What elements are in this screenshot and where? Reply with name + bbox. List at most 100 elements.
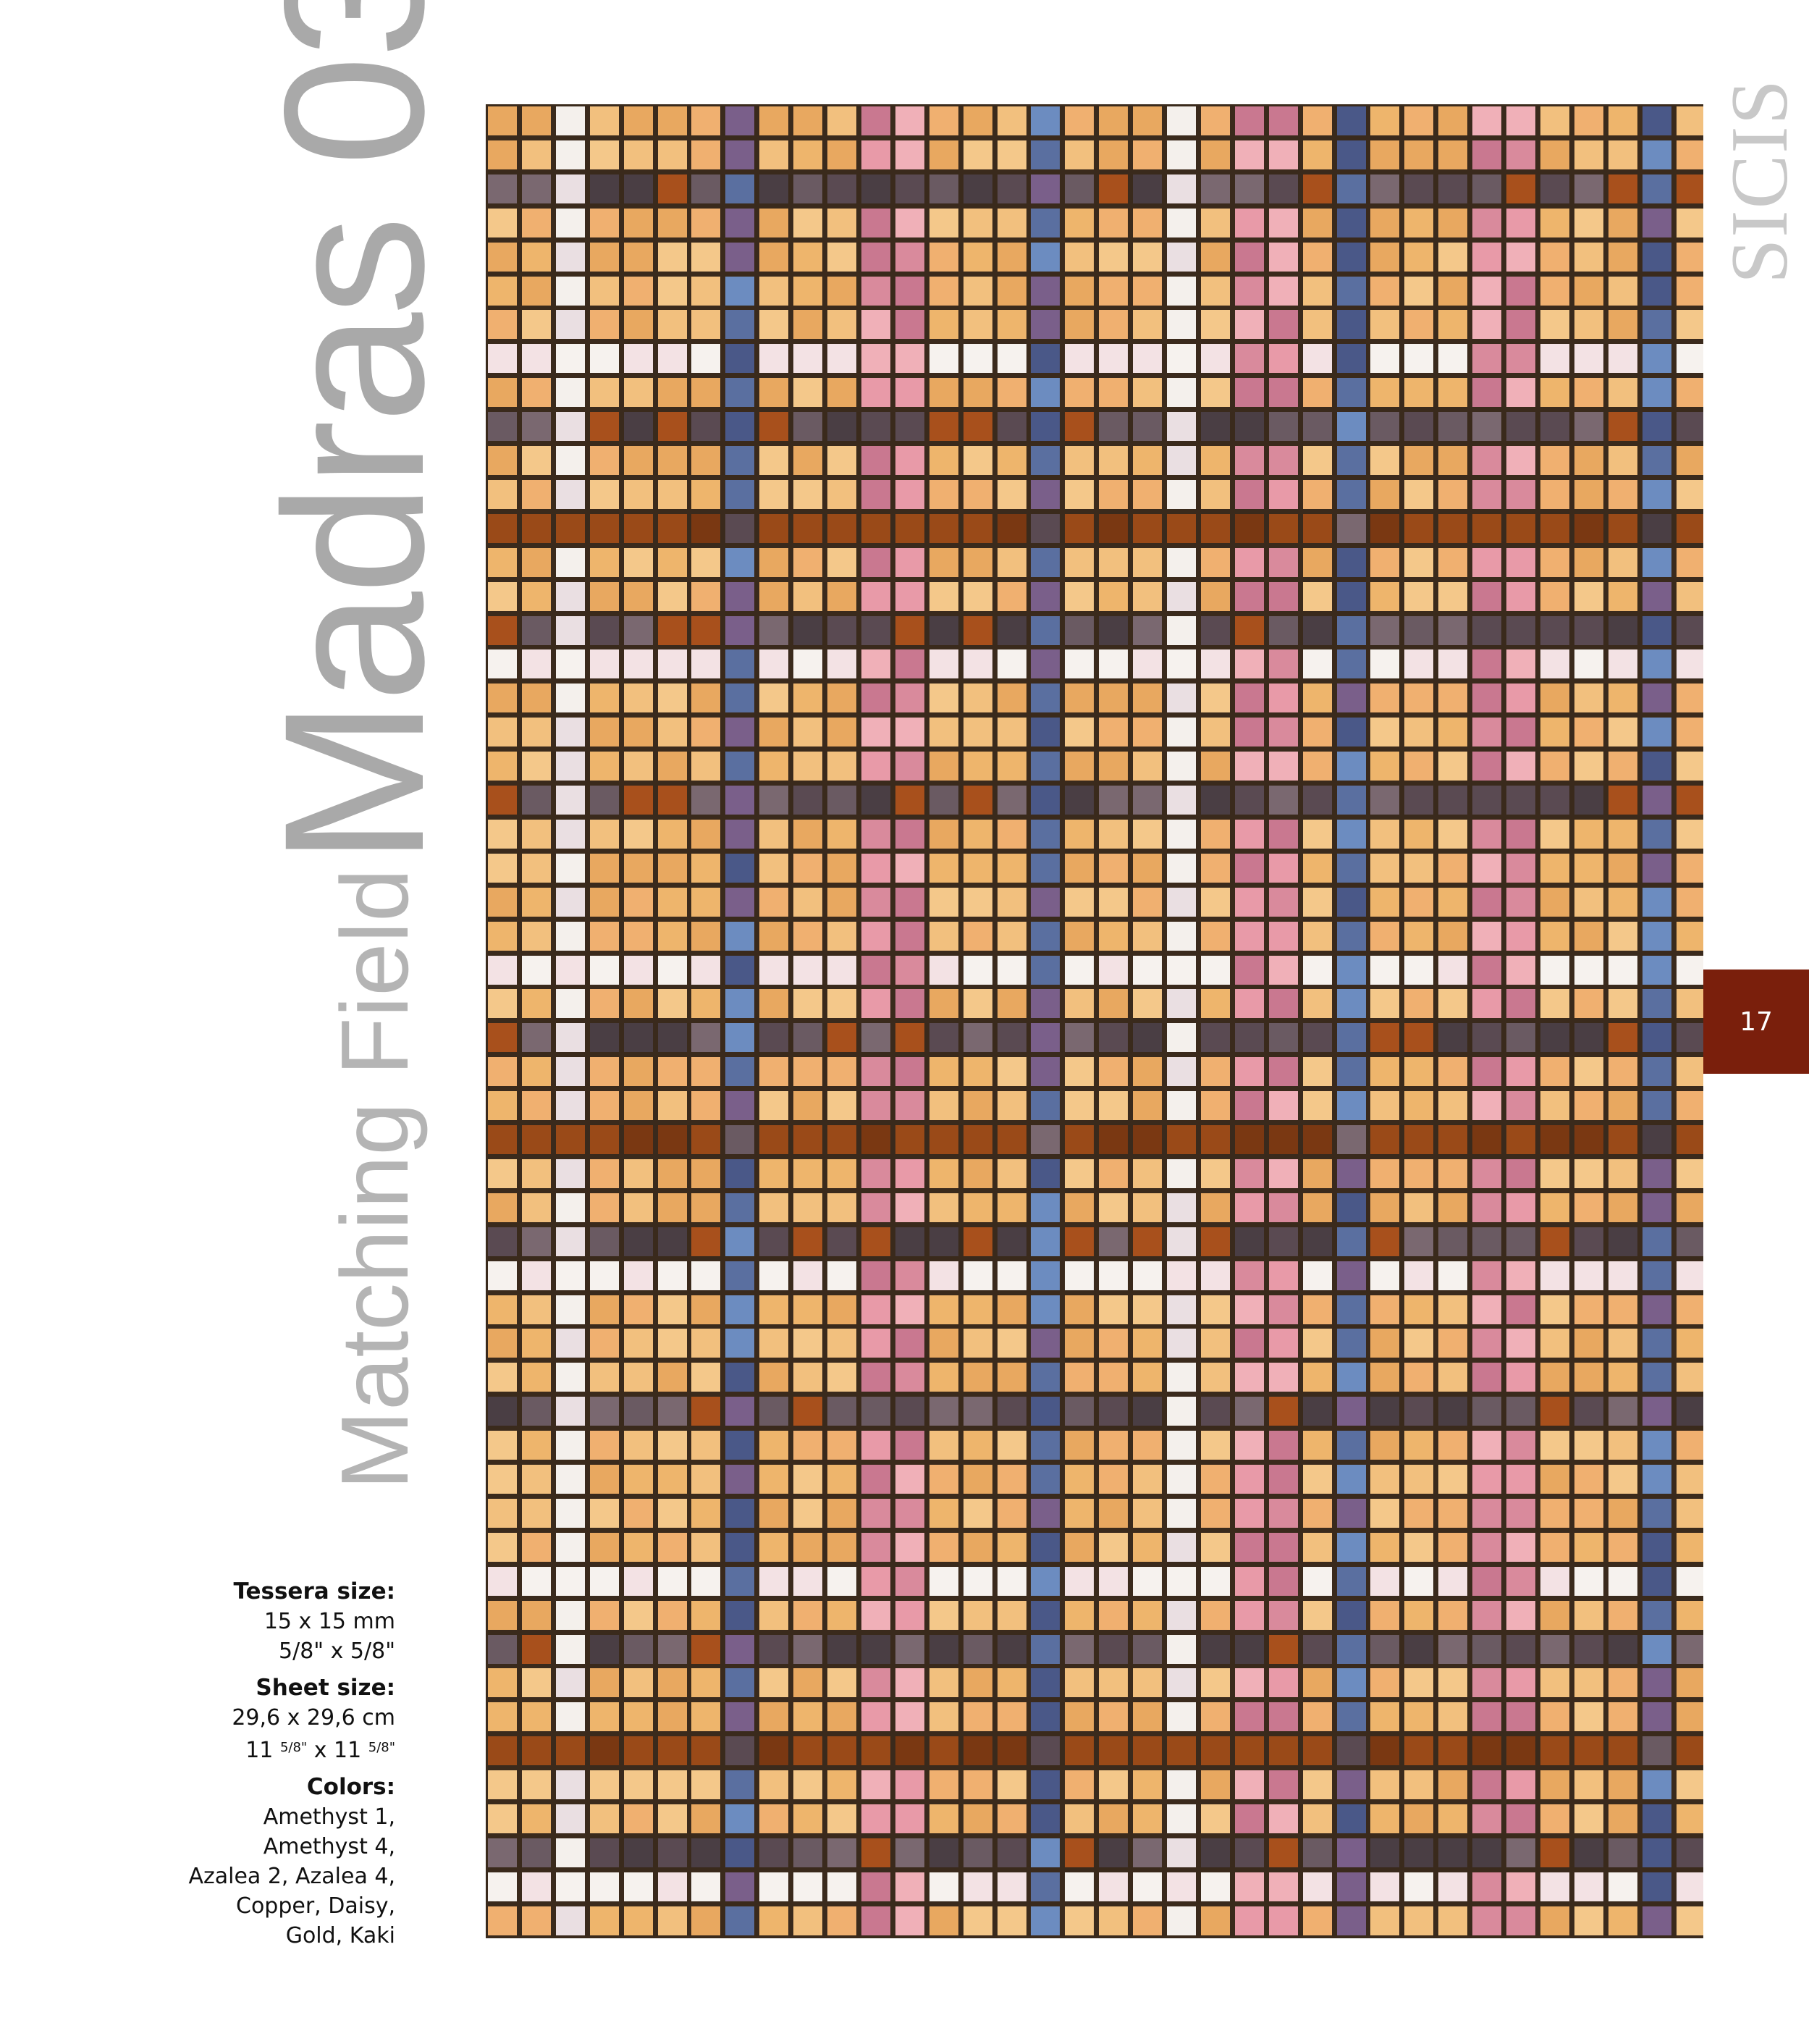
- mosaic-tessera: [1336, 684, 1366, 713]
- mosaic-tessera: [521, 174, 551, 203]
- mosaic-tessera: [1438, 1023, 1468, 1053]
- mosaic-tessera: [1438, 1329, 1468, 1358]
- mosaic-tessera: [1302, 1227, 1332, 1256]
- mosaic-tessera: [1370, 1465, 1400, 1494]
- mosaic-tessera: [1642, 955, 1671, 985]
- mosaic-tessera: [623, 1057, 653, 1087]
- mosaic-tessera: [1574, 921, 1603, 951]
- mosaic-tessera: [1676, 1158, 1703, 1188]
- mosaic-tessera: [1438, 1158, 1468, 1188]
- mosaic-tessera: [657, 1363, 687, 1392]
- mosaic-tessera: [1608, 174, 1637, 203]
- page-number-tab: 17: [1703, 970, 1809, 1074]
- mosaic-tessera: [691, 1838, 721, 1867]
- mosaic-tessera: [1336, 989, 1366, 1019]
- mosaic-tessera: [963, 1397, 992, 1426]
- mosaic-tessera: [861, 1838, 890, 1867]
- mosaic-tessera: [691, 174, 721, 203]
- mosaic-tessera: [997, 752, 1026, 781]
- mosaic-tessera: [1268, 1158, 1298, 1188]
- mosaic-tessera: [1234, 1023, 1264, 1053]
- mosaic-tessera: [1506, 1838, 1535, 1867]
- mosaic-tessera: [1167, 955, 1196, 985]
- mosaic-tessera: [555, 412, 585, 442]
- mosaic-tessera: [1608, 378, 1637, 408]
- mosaic-tessera: [1099, 1872, 1129, 1901]
- mosaic-tessera: [963, 412, 992, 442]
- mosaic-tessera: [1472, 547, 1502, 577]
- mosaic-tessera: [963, 989, 992, 1019]
- mosaic-tessera: [1099, 1261, 1129, 1290]
- mosaic-tessera: [657, 1702, 687, 1732]
- colors-line: Amethyst 1,: [263, 1804, 395, 1830]
- mosaic-tessera: [657, 1329, 687, 1358]
- mosaic-tessera: [1642, 479, 1671, 509]
- mosaic-tessera: [1540, 208, 1569, 237]
- mosaic-tessera: [827, 1566, 856, 1596]
- mosaic-tessera: [1574, 752, 1603, 781]
- mosaic-tessera: [1472, 955, 1502, 985]
- mosaic-tessera: [1370, 853, 1400, 883]
- mosaic-tessera: [827, 752, 856, 781]
- mosaic-tessera: [589, 786, 619, 815]
- mosaic-tessera: [895, 378, 924, 408]
- mosaic-tessera: [1302, 649, 1332, 679]
- mosaic-tessera: [488, 1125, 517, 1154]
- mosaic-tessera: [589, 1465, 619, 1494]
- mosaic-tessera: [861, 1125, 890, 1154]
- mosaic-tessera: [1506, 513, 1535, 543]
- mosaic-tessera: [793, 513, 823, 543]
- mosaic-tessera: [1167, 344, 1196, 374]
- mosaic-tessera: [555, 1023, 585, 1053]
- mosaic-tessera: [1676, 1872, 1703, 1901]
- mosaic-tessera: [1268, 276, 1298, 306]
- mosaic-tessera: [997, 1838, 1026, 1867]
- mosaic-tessera: [1200, 752, 1230, 781]
- mosaic-tessera: [1336, 1431, 1366, 1460]
- mosaic-tessera: [1642, 174, 1671, 203]
- mosaic-tessera: [827, 921, 856, 951]
- mosaic-tessera: [1268, 1295, 1298, 1324]
- mosaic-tessera: [1031, 1227, 1060, 1256]
- mosaic-tessera: [657, 106, 687, 135]
- mosaic-tessera: [895, 1193, 924, 1222]
- mosaic-tessera: [759, 1838, 789, 1867]
- mosaic-tessera: [1370, 310, 1400, 340]
- mosaic-tessera: [657, 1804, 687, 1833]
- mosaic-tessera: [759, 1668, 789, 1698]
- mosaic-tessera: [1472, 344, 1502, 374]
- mosaic-tessera: [1133, 344, 1163, 374]
- mosaic-tessera: [1404, 1125, 1434, 1154]
- mosaic-tessera: [793, 649, 823, 679]
- mosaic-tessera: [759, 1634, 789, 1664]
- mosaic-tessera: [1506, 1397, 1535, 1426]
- colors-line: Copper, Daisy,: [236, 1893, 395, 1919]
- mosaic-tessera: [1608, 581, 1637, 611]
- mosaic-tessera: [793, 1906, 823, 1935]
- mosaic-tessera: [1574, 344, 1603, 374]
- mosaic-tessera: [1302, 1363, 1332, 1392]
- mosaic-tessera: [1676, 1566, 1703, 1596]
- mosaic-tessera: [1676, 819, 1703, 849]
- mosaic-tessera: [1438, 513, 1468, 543]
- mosaic-tessera: [1167, 1600, 1196, 1630]
- mosaic-tessera: [657, 1566, 687, 1596]
- mosaic-tessera: [793, 106, 823, 135]
- mosaic-tessera: [589, 276, 619, 306]
- mosaic-tessera: [1472, 479, 1502, 509]
- mosaic-tessera: [691, 1532, 721, 1562]
- mosaic-tessera: [1506, 1091, 1535, 1121]
- mosaic-tessera: [827, 378, 856, 408]
- mosaic-tessera: [793, 1397, 823, 1426]
- mosaic-tessera: [623, 1125, 653, 1154]
- mosaic-tessera: [691, 1057, 721, 1087]
- mosaic-tessera: [1676, 581, 1703, 611]
- mosaic-tessera: [1540, 547, 1569, 577]
- mosaic-tessera: [555, 1295, 585, 1324]
- mosaic-tessera: [1234, 479, 1264, 509]
- mosaic-tessera: [1676, 1770, 1703, 1800]
- mosaic-tessera: [1438, 1057, 1468, 1087]
- mosaic-tessera: [1234, 1702, 1264, 1732]
- mosaic-tessera: [1574, 786, 1603, 815]
- mosaic-tessera: [691, 989, 721, 1019]
